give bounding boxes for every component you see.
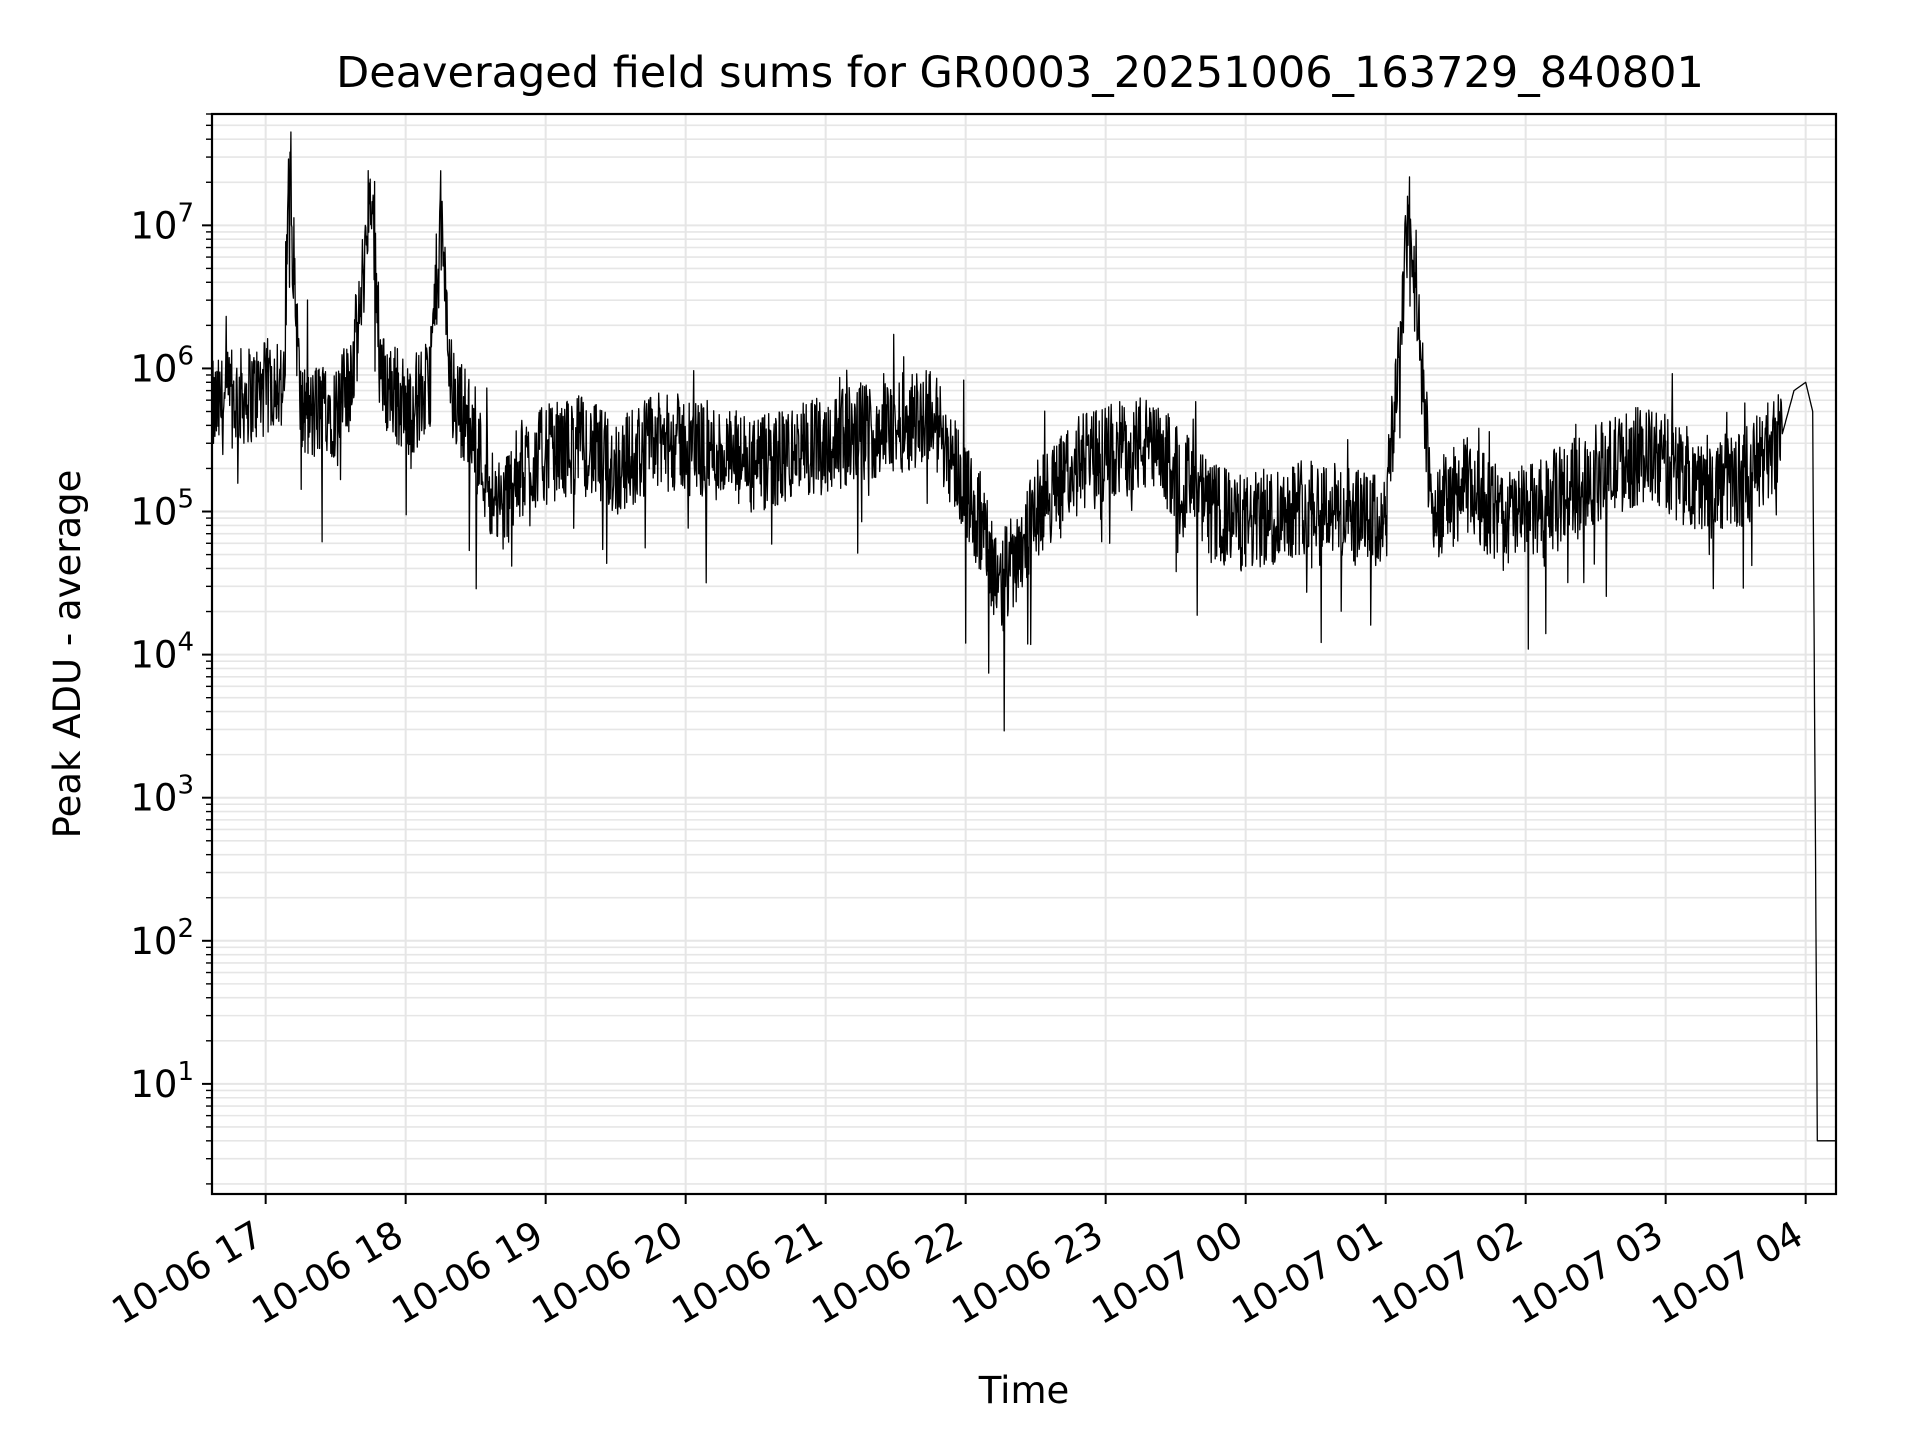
y-tick-label: 102 bbox=[130, 914, 194, 963]
chart-title: Deaveraged field sums for GR0003_2025100… bbox=[336, 48, 1704, 98]
y-tick-label: 103 bbox=[130, 771, 194, 820]
y-tick-label: 107 bbox=[130, 198, 194, 247]
grid-lines bbox=[212, 113, 1836, 1194]
series-line bbox=[211, 131, 1837, 1142]
y-tick-label: 101 bbox=[130, 1057, 194, 1106]
plot-area bbox=[211, 131, 1837, 1142]
y-axis: 101 102 103 104 105 106 107 bbox=[130, 113, 212, 1185]
y-axis-label: Peak ADU - average bbox=[46, 470, 89, 839]
y-tick-label: 104 bbox=[130, 628, 194, 677]
y-tick-label: 105 bbox=[130, 485, 194, 534]
y-tick-label: 106 bbox=[130, 341, 194, 390]
x-axis-label: Time bbox=[978, 1369, 1070, 1412]
